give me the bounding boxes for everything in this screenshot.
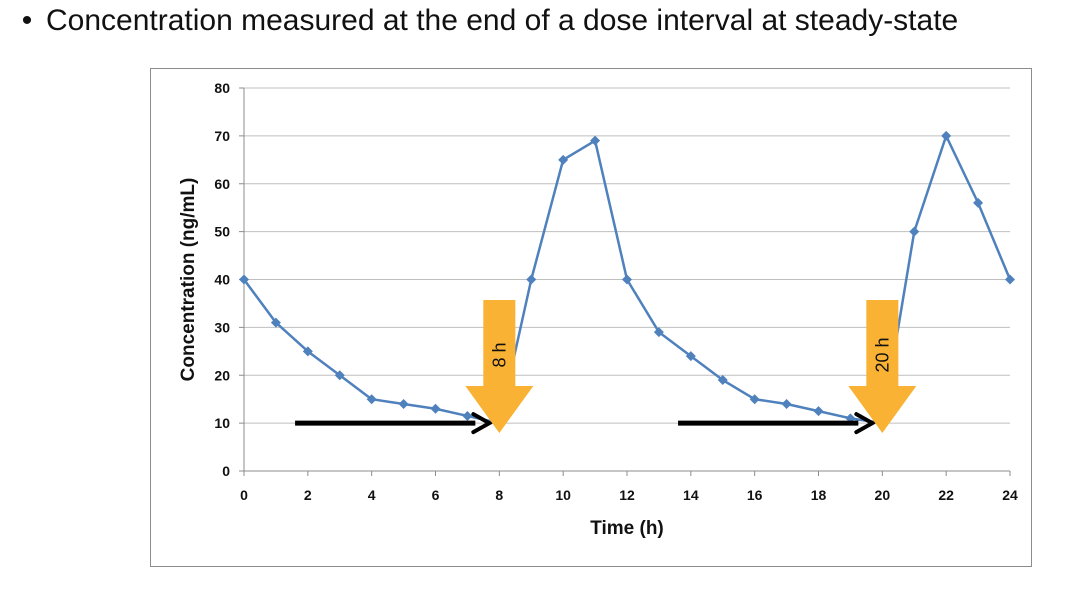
data-point-marker	[526, 274, 537, 285]
data-point-marker	[462, 410, 473, 421]
y-tick-label: 0	[222, 463, 230, 479]
slide-bullet-text: • Concentration measured at the end of a …	[8, 4, 958, 38]
data-point-marker	[973, 197, 984, 208]
data-point-marker	[239, 274, 249, 285]
data-point-marker	[590, 135, 601, 146]
data-point-marker	[430, 403, 441, 414]
y-tick-label: 40	[214, 272, 230, 288]
data-point-marker	[909, 226, 920, 237]
data-point-marker	[653, 327, 664, 338]
data-point-marker	[302, 346, 313, 357]
data-point-marker	[622, 274, 632, 285]
y-axis-title: Concentration (ng/mL)	[178, 178, 199, 382]
y-tick-label: 60	[214, 176, 230, 192]
bullet-text: Concentration measured at the end of a d…	[46, 4, 959, 37]
data-point-marker	[781, 398, 792, 409]
y-tick-label: 20	[214, 367, 230, 383]
data-point-marker	[717, 375, 728, 386]
y-tick-label: 80	[214, 80, 230, 96]
x-tick-label: 14	[683, 487, 699, 503]
data-point-marker	[334, 370, 345, 381]
dose-arrow	[465, 300, 534, 433]
bullet-dot: •	[21, 4, 33, 37]
y-tick-label: 50	[214, 224, 230, 240]
x-tick-label: 22	[938, 487, 954, 503]
y-tick-label: 10	[214, 415, 230, 431]
interval-arrow-head	[471, 412, 494, 435]
data-point-marker	[1005, 274, 1015, 285]
x-axis-title: Time (h)	[590, 518, 664, 539]
x-tick-label: 0	[240, 487, 248, 503]
x-tick-label: 6	[432, 487, 440, 503]
dose-arrow-label: 20 h	[872, 337, 892, 372]
data-point-marker	[366, 394, 377, 405]
x-tick-label: 20	[875, 487, 891, 503]
x-tick-label: 16	[747, 487, 763, 503]
x-tick-label: 10	[555, 487, 571, 503]
y-tick-label: 30	[214, 319, 230, 335]
x-tick-label: 8	[495, 487, 503, 503]
x-tick-label: 18	[811, 487, 827, 503]
x-tick-label: 2	[304, 487, 312, 503]
x-tick-label: 12	[619, 487, 635, 503]
chart-frame: 0 10 20 30 40 50 60 70 80 0 2 4 6 8 10 12 14 16 18 20 22 24 Ti…	[150, 68, 1032, 567]
data-point-marker	[941, 130, 952, 141]
x-tick-label: 4	[368, 487, 376, 503]
y-tick-label: 70	[214, 128, 230, 144]
dose-arrow	[848, 300, 917, 433]
data-point-marker	[749, 394, 760, 405]
interval-arrow-head	[854, 412, 877, 435]
data-point-marker	[558, 154, 569, 165]
data-point-marker	[685, 351, 696, 362]
data-point-marker	[398, 398, 409, 409]
dose-arrow-label: 8 h	[489, 342, 509, 367]
x-tick-label: 24	[1002, 487, 1018, 503]
data-point-marker	[813, 406, 824, 417]
